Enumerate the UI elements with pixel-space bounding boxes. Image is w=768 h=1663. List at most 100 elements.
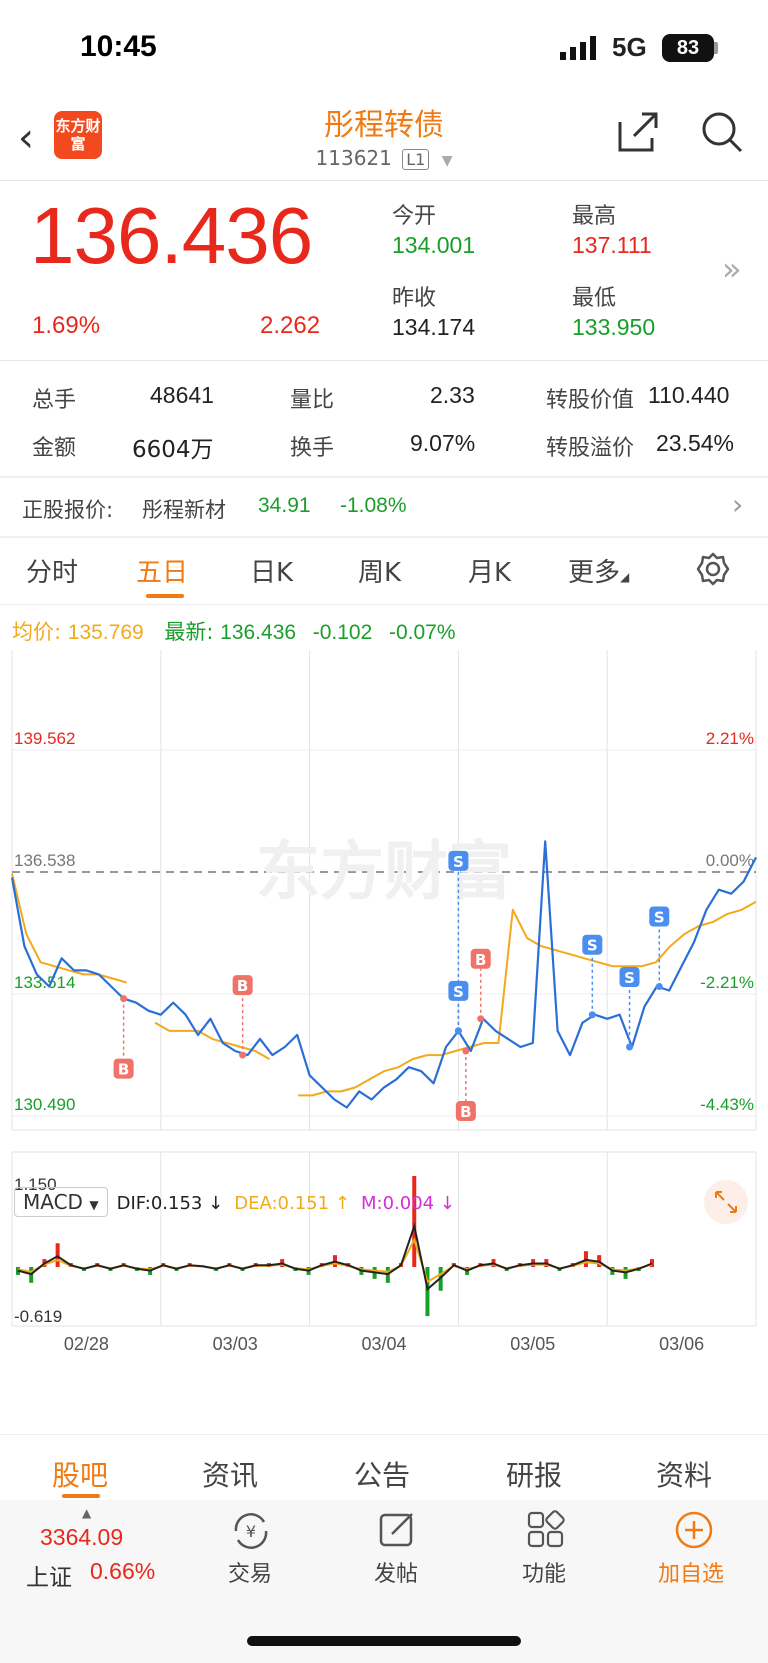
signal-icon bbox=[560, 36, 596, 60]
share-icon[interactable] bbox=[616, 110, 660, 154]
back-icon[interactable]: ‹ bbox=[18, 115, 34, 161]
chevron-right-icon: › bbox=[732, 488, 744, 521]
date-label: 03/06 bbox=[659, 1334, 704, 1354]
bottom-action-bar bbox=[0, 1500, 768, 1663]
caret-icon: ◢ bbox=[620, 570, 630, 584]
change-percent: 1.69% bbox=[32, 312, 101, 339]
sell-marker bbox=[582, 934, 603, 955]
pct-axis-label: 2.21% bbox=[706, 729, 754, 748]
latest-label: 最新: bbox=[164, 620, 214, 644]
amount-value: 6604万 bbox=[132, 437, 214, 463]
indicator-select[interactable]: MACD ▼ bbox=[14, 1187, 108, 1217]
trade-icon[interactable]: ¥ bbox=[230, 1510, 272, 1552]
low-label: 最低 bbox=[572, 286, 617, 311]
buy-marker bbox=[113, 1058, 134, 1079]
post-label[interactable]: 发帖 bbox=[374, 1562, 419, 1587]
marker-label: S bbox=[624, 969, 635, 987]
tab-five-day[interactable]: 五日 bbox=[136, 558, 189, 588]
underlying-price: 34.91 bbox=[258, 494, 311, 517]
index-pct[interactable]: 0.66% bbox=[90, 1558, 156, 1584]
index-name[interactable]: 上证 bbox=[26, 1565, 72, 1591]
dif-value: DIF:0.153 ↓ bbox=[116, 1193, 224, 1214]
macd-bar bbox=[412, 1176, 417, 1268]
marker-label: S bbox=[453, 853, 464, 871]
date-label: 03/03 bbox=[213, 1334, 258, 1354]
macd-y-min: -0.619 bbox=[14, 1307, 62, 1326]
macd-chart-frame bbox=[11, 1151, 757, 1327]
divider bbox=[0, 360, 768, 361]
macd-bar bbox=[650, 1259, 654, 1268]
indicator-select-label: MACD bbox=[23, 1190, 83, 1214]
avg-value: 135.769 bbox=[67, 621, 144, 644]
conversion-value: 110.440 bbox=[648, 382, 730, 408]
y-axis-label: 139.562 bbox=[14, 729, 75, 748]
volume-value: 48641 bbox=[150, 382, 214, 408]
date-label: 03/05 bbox=[510, 1334, 555, 1354]
dea-value: DEA:0.151 ↑ bbox=[234, 1193, 350, 1214]
underlying-label: 正股报价: bbox=[22, 498, 114, 522]
tab-monthly-k[interactable]: 月K bbox=[468, 558, 512, 588]
tab-research[interactable]: 研报 bbox=[506, 1459, 563, 1492]
add-watch-icon[interactable] bbox=[674, 1510, 714, 1550]
app-logo: 东方财富 bbox=[54, 111, 102, 159]
y-axis-label: 136.538 bbox=[14, 851, 75, 870]
marker-point bbox=[626, 1043, 634, 1051]
marker-label: B bbox=[237, 977, 248, 995]
date-label: 03/04 bbox=[361, 1334, 406, 1354]
chevron-right-double-icon[interactable]: » bbox=[722, 250, 742, 288]
chevron-down-icon: ▼ bbox=[441, 153, 453, 169]
active-tab-indicator bbox=[146, 594, 184, 598]
pct-axis-label: 4.43% bbox=[706, 650, 754, 652]
page-title: 彤程转债 bbox=[324, 108, 444, 143]
sell-marker bbox=[619, 967, 640, 988]
prev-close-value: 134.174 bbox=[392, 314, 476, 340]
divider bbox=[0, 604, 768, 605]
turnover-value: 9.07% bbox=[410, 430, 476, 456]
latest-pct: -0.07% bbox=[388, 621, 456, 644]
tab-more[interactable]: 更多◢ bbox=[568, 552, 629, 589]
marker-point bbox=[120, 995, 128, 1003]
tab-weekly-k[interactable]: 周K bbox=[358, 558, 402, 588]
trade-label[interactable]: 交易 bbox=[228, 1562, 273, 1587]
marker-label: B bbox=[460, 1103, 471, 1121]
settings-icon[interactable] bbox=[696, 552, 730, 586]
prev-close-label: 昨收 bbox=[392, 286, 437, 311]
expand-icon bbox=[704, 1180, 748, 1224]
watermark: 东方财富 bbox=[256, 836, 512, 910]
bond-code: 113621 bbox=[315, 146, 392, 170]
battery-icon: 83 bbox=[662, 34, 714, 62]
main-chart-frame bbox=[11, 650, 757, 1131]
home-indicator bbox=[247, 1636, 521, 1646]
tab-daily-k[interactable]: 日K bbox=[250, 558, 294, 588]
five-day-chart[interactable]: 142.5864.43%139.5622.21%136.5380.00%133.… bbox=[0, 650, 768, 1430]
function-label[interactable]: 功能 bbox=[522, 1562, 567, 1587]
code-row[interactable]: 113621 L1 ▼ bbox=[0, 146, 768, 170]
turnover-label: 换手 bbox=[290, 436, 335, 461]
tab-profile[interactable]: 资料 bbox=[656, 1459, 713, 1492]
tab-more-label: 更多 bbox=[568, 558, 621, 588]
marker-point bbox=[454, 1027, 462, 1035]
svg-text:¥: ¥ bbox=[246, 1522, 256, 1541]
function-icon[interactable] bbox=[526, 1510, 566, 1550]
sell-marker bbox=[448, 850, 469, 871]
search-icon[interactable] bbox=[700, 110, 744, 154]
underlying-name: 彤程新材 bbox=[142, 498, 226, 522]
tab-forum[interactable]: 股吧 bbox=[52, 1459, 109, 1492]
index-value[interactable]: 3364.09 bbox=[40, 1524, 124, 1550]
low-value: 133.950 bbox=[572, 314, 656, 340]
open-value: 134.001 bbox=[392, 232, 476, 258]
underlying-stock-row[interactable]: 正股报价: 彤程新材 34.91 -1.08% › bbox=[0, 478, 768, 536]
sell-marker bbox=[448, 980, 469, 1001]
add-watch-label[interactable]: 加自选 bbox=[658, 1562, 725, 1587]
tab-news[interactable]: 资讯 bbox=[202, 1459, 259, 1492]
macd-bar bbox=[55, 1243, 60, 1268]
macd-bar bbox=[425, 1267, 430, 1317]
tab-announcements[interactable]: 公告 bbox=[354, 1459, 411, 1492]
post-icon[interactable] bbox=[378, 1510, 418, 1550]
m-value: M:0.004 ↓ bbox=[361, 1193, 455, 1214]
macd-legend-row: MACD ▼ DIF:0.153 ↓ DEA:0.151 ↑ M:0.004 ↓ bbox=[14, 1187, 455, 1217]
expand-icon-glyph bbox=[715, 1191, 737, 1213]
divider bbox=[0, 536, 768, 538]
tab-intraday[interactable]: 分时 bbox=[26, 558, 79, 588]
pct-axis-label: -2.21% bbox=[700, 973, 754, 992]
